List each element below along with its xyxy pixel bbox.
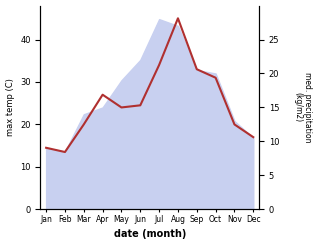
X-axis label: date (month): date (month): [114, 230, 186, 239]
Y-axis label: max temp (C): max temp (C): [5, 78, 15, 136]
Y-axis label: med. precipitation
(kg/m2): med. precipitation (kg/m2): [293, 72, 313, 143]
